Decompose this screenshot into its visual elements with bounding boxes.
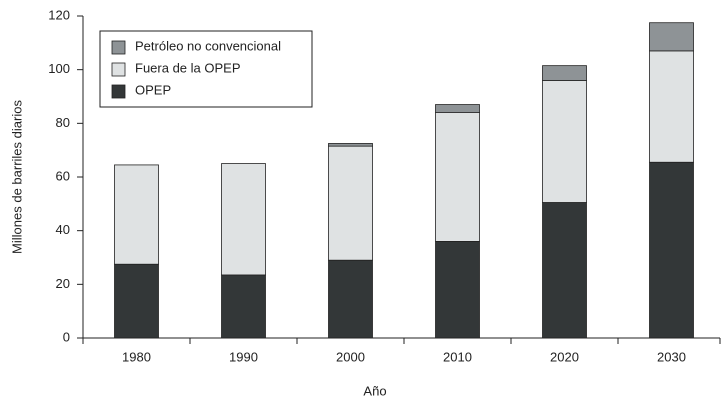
bar-segment (649, 22, 694, 52)
bar-segment (542, 80, 587, 203)
legend-swatch (111, 40, 126, 55)
bar-segment (649, 161, 694, 339)
y-tick-label: 60 (56, 168, 70, 183)
bar-segment (221, 274, 266, 339)
y-tick-label: 20 (56, 276, 70, 291)
bar-segment (542, 65, 587, 81)
x-tick-label: 1980 (122, 349, 151, 364)
bar-segment (649, 50, 694, 163)
bar-segment (221, 163, 266, 276)
bar-segment (328, 143, 373, 147)
legend-box (99, 30, 313, 108)
bar-segment (435, 104, 480, 114)
y-tick-label: 40 (56, 222, 70, 237)
legend-label: OPEP (135, 82, 171, 97)
x-tick-label: 1990 (229, 349, 258, 364)
x-tick-label: 2020 (550, 349, 579, 364)
legend-label: Fuera de la OPEP (135, 60, 241, 75)
legend-swatch (111, 84, 126, 99)
bar-segment (328, 145, 373, 261)
y-tick-label: 100 (48, 61, 70, 76)
legend-swatch (111, 62, 126, 77)
y-axis-label: Millones de barriles diarios (9, 100, 24, 254)
y-tick-label: 120 (48, 7, 70, 22)
bar-segment (542, 202, 587, 339)
y-tick-label: 80 (56, 115, 70, 130)
legend-label: Petróleo no convencional (135, 38, 281, 53)
x-tick-label: 2010 (443, 349, 472, 364)
bar-segment (328, 259, 373, 339)
y-tick-label: 0 (63, 329, 70, 344)
bar-segment (114, 263, 159, 339)
x-tick-label: 2000 (336, 349, 365, 364)
bar-segment (435, 112, 480, 242)
bar-segment (114, 164, 159, 265)
x-axis-label: Año (363, 383, 386, 398)
bar-segment (435, 240, 480, 339)
x-tick-label: 2030 (657, 349, 686, 364)
